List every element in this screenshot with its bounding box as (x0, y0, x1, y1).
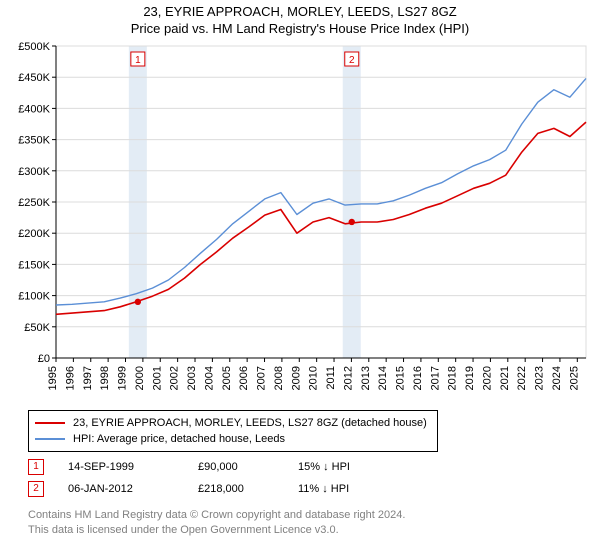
marker-badge: 2 (28, 481, 44, 497)
marker-row: 1 14-SEP-1999£90,00015% ↓ HPI (28, 456, 350, 478)
svg-text:2021: 2021 (499, 366, 511, 390)
svg-text:2: 2 (349, 55, 355, 66)
svg-text:1996: 1996 (64, 366, 76, 390)
legend-swatch (35, 438, 65, 440)
svg-text:2019: 2019 (464, 366, 476, 390)
svg-text:2025: 2025 (568, 366, 580, 390)
svg-text:£100K: £100K (18, 291, 50, 303)
svg-text:2002: 2002 (169, 366, 181, 390)
svg-text:2022: 2022 (516, 366, 528, 390)
price-chart: £0 £50K £100K £150K £200K £250K £300K £350K £400… (8, 40, 592, 400)
svg-text:2014: 2014 (377, 366, 389, 390)
title-block: 23, EYRIE APPROACH, MORLEY, LEEDS, LS27 … (0, 0, 600, 36)
svg-text:2016: 2016 (412, 366, 424, 390)
footnote-line-2: This data is licensed under the Open Gov… (28, 523, 405, 538)
svg-text:£350K: £350K (18, 135, 50, 147)
legend-label: 23, EYRIE APPROACH, MORLEY, LEEDS, LS27 … (73, 417, 427, 429)
svg-text:2006: 2006 (238, 366, 250, 390)
svg-text:£500K: £500K (18, 41, 50, 53)
svg-text:1: 1 (135, 55, 141, 66)
svg-text:£0: £0 (38, 353, 50, 365)
legend-label: HPI: Average price, detached house, Leed… (73, 433, 285, 445)
marker-price: £218,000 (198, 483, 298, 495)
svg-text:1997: 1997 (82, 366, 94, 390)
svg-text:2007: 2007 (256, 366, 268, 390)
page-subtitle: Price paid vs. HM Land Registry's House … (0, 21, 600, 36)
svg-text:2018: 2018 (447, 366, 459, 390)
svg-text:2023: 2023 (534, 366, 546, 390)
legend-item: HPI: Average price, detached house, Leed… (35, 431, 427, 447)
svg-text:£300K: £300K (18, 166, 50, 178)
marker-row: 2 06-JAN-2012£218,00011% ↓ HPI (28, 478, 350, 500)
markers-table: 1 14-SEP-1999£90,00015% ↓ HPI 2 06-JAN-2012… (28, 456, 350, 500)
footnote: Contains HM Land Registry data © Crown c… (28, 508, 405, 538)
svg-text:2005: 2005 (221, 366, 233, 390)
legend-item: 23, EYRIE APPROACH, MORLEY, LEEDS, LS27 … (35, 415, 427, 431)
marker-date: 06-JAN-2012 (68, 483, 198, 495)
legend-swatch (35, 422, 65, 424)
page-title: 23, EYRIE APPROACH, MORLEY, LEEDS, LS27 … (0, 4, 600, 19)
svg-text:2020: 2020 (481, 366, 493, 390)
svg-text:2024: 2024 (551, 366, 563, 390)
svg-text:2013: 2013 (360, 366, 372, 390)
svg-text:2009: 2009 (290, 366, 302, 390)
svg-text:£450K: £450K (18, 72, 50, 84)
svg-text:2000: 2000 (134, 366, 146, 390)
svg-text:1995: 1995 (47, 366, 59, 390)
svg-text:£250K: £250K (18, 197, 50, 209)
svg-text:2008: 2008 (273, 366, 285, 390)
marker-price: £90,000 (198, 461, 298, 473)
svg-text:2017: 2017 (429, 366, 441, 390)
svg-text:2004: 2004 (203, 366, 215, 390)
marker-diff: 15% ↓ HPI (298, 461, 350, 473)
svg-text:2010: 2010 (308, 366, 320, 390)
svg-text:2001: 2001 (151, 366, 163, 390)
svg-text:£150K: £150K (18, 259, 50, 271)
marker-badge: 1 (28, 459, 44, 475)
marker-date: 14-SEP-1999 (68, 461, 198, 473)
footnote-line-1: Contains HM Land Registry data © Crown c… (28, 508, 405, 523)
svg-text:£200K: £200K (18, 228, 50, 240)
chart-legend: 23, EYRIE APPROACH, MORLEY, LEEDS, LS27 … (28, 410, 438, 452)
svg-text:2003: 2003 (186, 366, 198, 390)
svg-text:£50K: £50K (24, 322, 50, 334)
svg-text:1998: 1998 (99, 366, 111, 390)
marker-diff: 11% ↓ HPI (298, 483, 349, 495)
svg-text:2011: 2011 (325, 366, 337, 390)
svg-text:£400K: £400K (18, 103, 50, 115)
svg-text:2015: 2015 (395, 366, 407, 390)
svg-text:2012: 2012 (342, 366, 354, 390)
svg-text:1999: 1999 (117, 366, 129, 390)
